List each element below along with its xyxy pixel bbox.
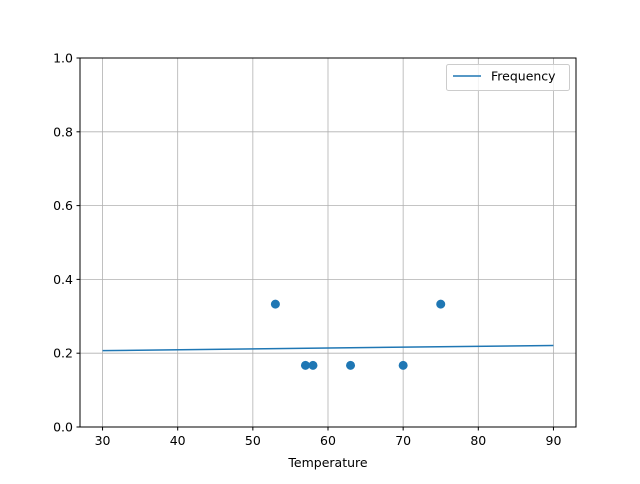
scatter-point (300, 360, 310, 370)
x-tick-label: 30 (95, 433, 111, 448)
scatter-point (308, 360, 318, 370)
x-tick-label: 50 (245, 433, 261, 448)
y-tick-label: 0.4 (53, 272, 73, 287)
frequency-line (102, 344, 554, 352)
legend-label: Frequency (491, 69, 556, 84)
legend-box (446, 64, 570, 91)
x-tick-label: 80 (470, 433, 486, 448)
x-tick-label: 70 (395, 433, 411, 448)
legend: Frequency (446, 64, 570, 91)
x-tick-label: 60 (320, 433, 336, 448)
y-tick-label: 1.0 (53, 51, 73, 66)
ticks: 30 40 50 60 70 80 90 0.0 0.2 0.4 0.6 0.8 1.0 (53, 51, 561, 449)
y-tick-label: 0.2 (53, 346, 73, 361)
marks (102, 299, 554, 370)
y-tick-label: 0.6 (53, 198, 73, 213)
scatter-point (436, 299, 446, 309)
x-axis-label: Temperature (287, 455, 367, 470)
grid (80, 57, 576, 428)
scatter-point (398, 360, 408, 370)
x-tick-label: 40 (170, 433, 186, 448)
y-tick-label: 0.8 (53, 124, 73, 139)
x-tick-label: 90 (546, 433, 562, 448)
scatter-point (346, 360, 356, 370)
y-tick-label: 0.0 (53, 420, 73, 435)
scatter-point (270, 299, 280, 309)
